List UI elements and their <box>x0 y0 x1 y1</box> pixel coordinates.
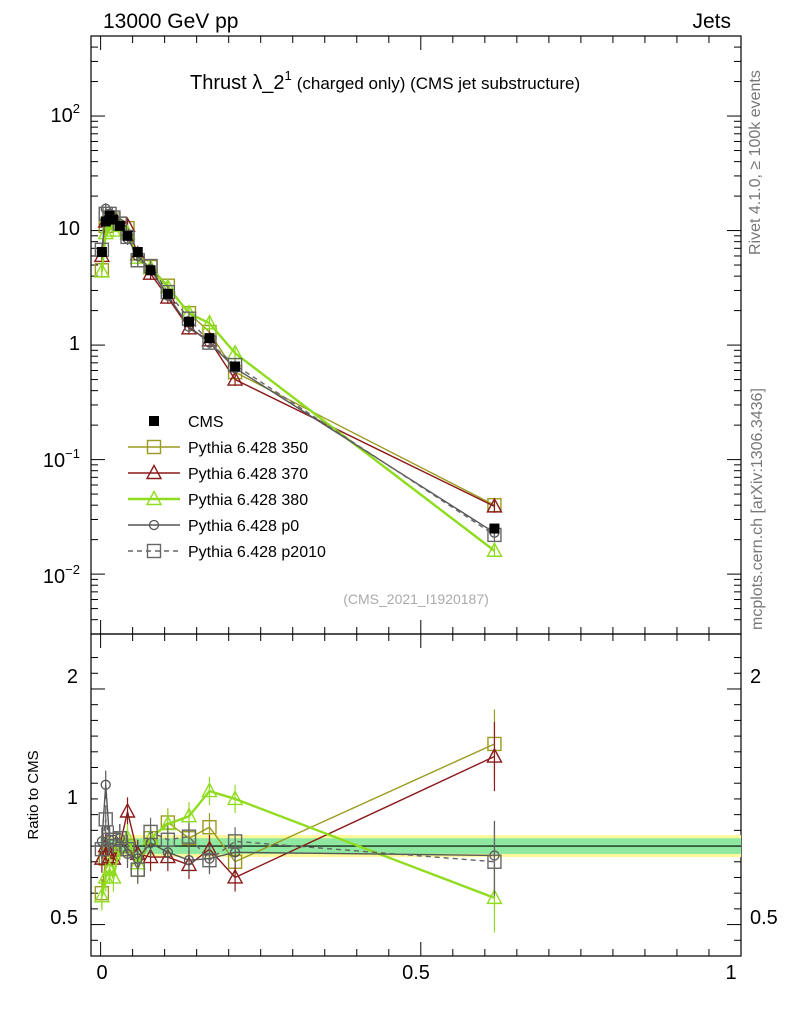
main-point <box>145 265 156 276</box>
ytick-label-0.01: 10−2 <box>43 562 80 588</box>
main-series-group <box>93 203 503 558</box>
ratio-ytick-label-0.5: 0.5 <box>50 907 78 929</box>
xtick-label-1: 1 <box>725 962 736 984</box>
plot-title: Thrust λ_21 (charged only) (CMS jet subst… <box>190 68 580 94</box>
legend-marker <box>145 464 163 480</box>
ratio-ytick-label-1: 1 <box>67 787 78 809</box>
main-point <box>204 333 215 344</box>
ratio-point <box>143 824 158 840</box>
legend-label: Pythia 6.428 350 <box>188 440 308 457</box>
main-point <box>100 216 111 227</box>
legend-marker <box>149 416 159 426</box>
ratio-point <box>112 830 128 846</box>
ratio-ytick-label-0.5-right: 0.5 <box>750 907 778 929</box>
main-point <box>486 541 503 557</box>
main-series-line <box>101 213 495 536</box>
ratio-point <box>105 868 122 884</box>
process-label: Jets <box>692 10 731 33</box>
ratio-ytick-label-2: 2 <box>67 666 78 688</box>
main-point <box>114 220 125 231</box>
legend-marker <box>146 439 162 455</box>
ratio-ytick-label-2-right: 2 <box>750 666 761 688</box>
ratio-point <box>142 848 159 864</box>
ytick-label-100: 102 <box>51 101 80 127</box>
ratio-point <box>227 834 243 849</box>
main-series-line <box>101 218 495 508</box>
ratio-point <box>119 802 136 818</box>
ratio-panel-frame <box>90 633 742 957</box>
main-point <box>122 230 133 241</box>
ratio-point <box>98 812 113 827</box>
analysis-tag: (CMS_2021_I1920187) <box>343 591 489 607</box>
ratio-point <box>183 855 195 866</box>
main-point <box>108 214 119 225</box>
main-point <box>180 319 198 335</box>
legend-marker <box>145 490 163 506</box>
ratio-point <box>120 841 135 857</box>
main-point <box>230 361 241 372</box>
ratio-point <box>100 779 111 790</box>
ratio-point <box>93 887 111 903</box>
xtick-label-0.5: 0.5 <box>402 962 430 984</box>
ratio-point <box>130 862 145 877</box>
main-point <box>226 370 244 386</box>
legend-marker <box>146 543 162 559</box>
main-point <box>183 316 194 327</box>
main-point <box>93 262 111 278</box>
ratio-point <box>486 747 503 763</box>
legend-label: Pythia 6.428 p2010 <box>188 544 326 561</box>
ratio-point <box>202 820 217 835</box>
ratio-point <box>201 782 218 798</box>
legend-label: CMS <box>188 414 224 431</box>
main-point <box>120 229 135 245</box>
legend-label: Pythia 6.428 380 <box>188 492 308 509</box>
main-point <box>486 497 503 513</box>
ratio-point <box>180 807 198 823</box>
ytick-label-0.1: 10−1 <box>43 446 80 472</box>
legend: CMS Pythia 6.428 350 Pythia 6.428 370 Pythi… <box>128 414 326 561</box>
main-point <box>489 523 500 534</box>
ratio-point <box>160 832 176 847</box>
ratio-point <box>202 852 217 868</box>
ratio-ylabel: Ratio to CMS <box>25 750 42 839</box>
main-point <box>132 246 143 257</box>
ytick-label-10: 10 <box>58 218 80 240</box>
rivet-version-label: Rivet 4.1.0, ≥ 100k events <box>747 70 764 255</box>
collision-label: 13000 GeV pp <box>103 10 238 33</box>
ratio-point <box>181 829 197 844</box>
ratio-point <box>226 789 244 806</box>
legend-label: Pythia 6.428 p0 <box>188 518 299 535</box>
ytick-label-1: 1 <box>69 333 80 355</box>
ratio-series-group <box>93 709 503 933</box>
axis-ticks <box>91 35 742 956</box>
ratio-point <box>226 868 244 884</box>
legend-label: Pythia 6.428 370 <box>188 466 308 483</box>
main-point <box>201 314 218 330</box>
mcplots-reference-label: mcplots.cern.ch [arXiv:1306.3436] <box>749 388 766 630</box>
main-series-line <box>101 216 495 506</box>
main-point <box>96 246 107 257</box>
main-point <box>162 288 173 299</box>
ratio-point <box>94 841 110 857</box>
main-series-line <box>101 206 495 534</box>
ratio-point <box>487 854 502 869</box>
legend-marker <box>148 519 160 531</box>
xtick-label-0: 0 <box>96 962 107 984</box>
ratio-point <box>486 888 503 905</box>
